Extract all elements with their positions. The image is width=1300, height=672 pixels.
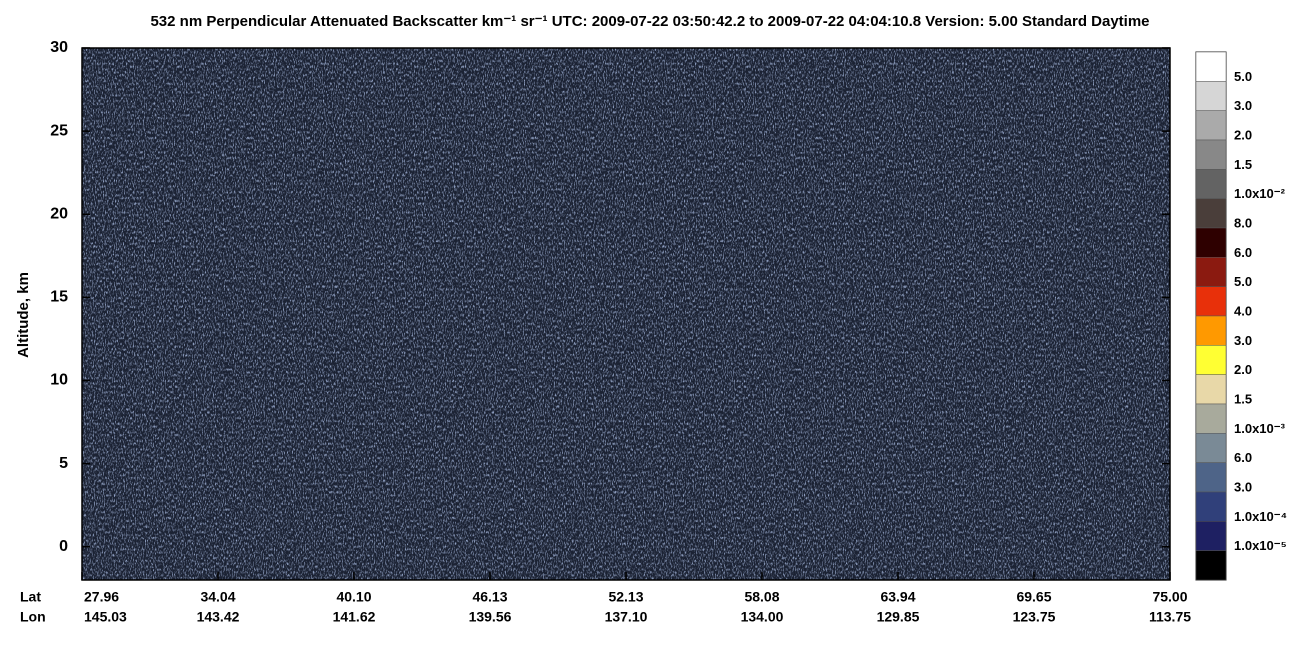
- y-axis-label: Altitude, km: [15, 272, 32, 358]
- colorbar-label: 1.0x10⁻²: [1234, 186, 1286, 201]
- colorbar-label: 2.0: [1234, 127, 1252, 142]
- chart-title: 532 nm Perpendicular Attenuated Backscat…: [150, 13, 1149, 30]
- lon-label: 129.85: [877, 609, 920, 625]
- lon-label: 123.75: [1013, 609, 1056, 625]
- colorbar-swatch: [1195, 403, 1227, 434]
- lon-label: 139.56: [469, 609, 512, 625]
- lon-label: 134.00: [741, 609, 784, 625]
- lat-label: 46.13: [472, 589, 507, 605]
- colorbar-swatch: [1195, 198, 1227, 229]
- colorbar-swatch: [1195, 227, 1227, 258]
- colorbar-label: 1.0x10⁻⁴: [1234, 509, 1287, 524]
- colorbar-label: 5.0: [1234, 69, 1252, 84]
- lat-label: 69.65: [1016, 589, 1051, 605]
- lat-row-label: Lat: [20, 589, 41, 605]
- colorbar-swatch: [1195, 110, 1227, 141]
- colorbar-swatch: [1195, 81, 1227, 111]
- colorbar-swatch: [1195, 315, 1227, 346]
- lat-label: 40.10: [336, 589, 371, 605]
- lon-label: 141.62: [333, 609, 376, 625]
- lat-label: 63.94: [880, 589, 915, 605]
- colorbar-label: 1.5: [1234, 391, 1252, 406]
- lon-label: 137.10: [605, 609, 648, 625]
- lon-label: 113.75: [1149, 609, 1191, 625]
- lat-label: 58.08: [744, 589, 779, 605]
- colorbar-label: 1.0x10⁻³: [1234, 421, 1286, 436]
- colorbar-swatch: [1195, 139, 1227, 170]
- colorbar-label: 6.0: [1234, 245, 1252, 260]
- y-tick-label: 30: [50, 39, 68, 56]
- lon-row-label: Lon: [20, 609, 46, 625]
- colorbar-swatch: [1195, 374, 1227, 405]
- plot-texture: [82, 48, 1170, 580]
- colorbar-label: 2.0: [1234, 362, 1252, 377]
- colorbar-swatch: [1195, 286, 1227, 317]
- colorbar-swatch: [1195, 521, 1227, 551]
- y-tick-label: 25: [50, 122, 68, 139]
- colorbar-label: 3.0: [1234, 98, 1252, 113]
- lat-label: 34.04: [200, 589, 235, 605]
- colorbar-swatch: [1195, 169, 1227, 199]
- lat-label: 75.00: [1152, 589, 1187, 605]
- colorbar-swatch: [1195, 257, 1227, 287]
- colorbar-label: 3.0: [1234, 479, 1252, 494]
- colorbar-swatch: [1195, 491, 1227, 522]
- colorbar-label: 4.0: [1234, 303, 1252, 318]
- lat-label: 52.13: [608, 589, 643, 605]
- colorbar-swatch: [1195, 433, 1227, 463]
- y-tick-label: 15: [50, 289, 68, 306]
- colorbar-label: 8.0: [1234, 215, 1252, 230]
- colorbar-swatch: [1195, 345, 1227, 375]
- colorbar-label: 6.0: [1234, 450, 1252, 465]
- colorbar-label: 1.0x10⁻⁵: [1234, 538, 1287, 553]
- colorbar-swatch: [1195, 462, 1227, 493]
- colorbar-swatch: [1195, 51, 1227, 82]
- colorbar-label: 5.0: [1234, 274, 1252, 289]
- colorbar-swatch: [1195, 550, 1227, 581]
- lat-label: 27.96: [84, 589, 119, 605]
- lon-label: 145.03: [84, 609, 127, 625]
- colorbar-label: 1.5: [1234, 157, 1252, 172]
- lon-label: 143.42: [197, 609, 240, 625]
- y-tick-label: 20: [50, 205, 68, 222]
- y-tick-label: 5: [59, 455, 68, 472]
- y-tick-label: 10: [50, 372, 68, 389]
- y-tick-label: 0: [59, 538, 68, 555]
- colorbar-label: 3.0: [1234, 333, 1252, 348]
